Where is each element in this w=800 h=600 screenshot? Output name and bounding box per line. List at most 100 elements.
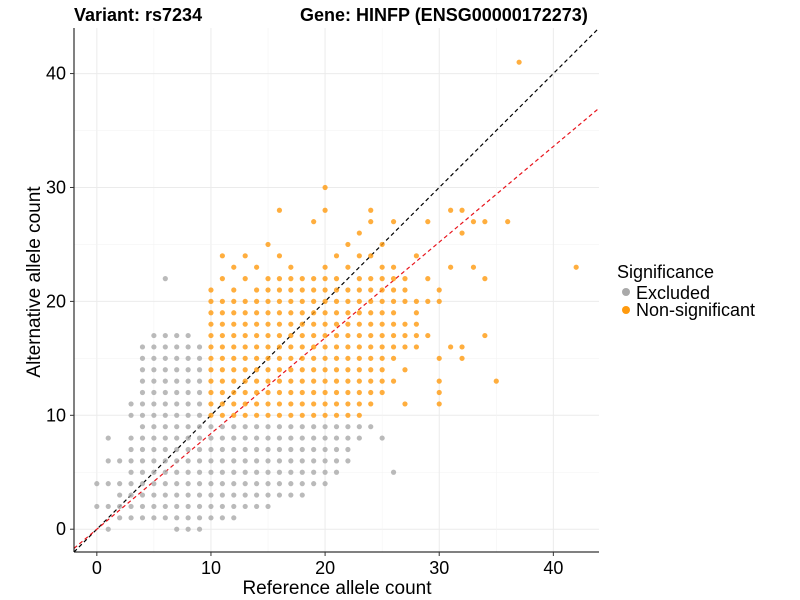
point-non-significant — [311, 367, 317, 373]
y-tick-label: 0 — [56, 519, 66, 539]
point-non-significant — [413, 298, 419, 304]
point-non-significant — [242, 321, 248, 327]
point-excluded — [185, 435, 191, 441]
point-excluded — [265, 458, 271, 464]
point-excluded — [242, 503, 248, 510]
point-excluded — [276, 469, 283, 475]
point-excluded — [265, 503, 271, 510]
point-non-significant — [242, 367, 248, 373]
point-non-significant — [345, 264, 351, 270]
point-non-significant — [379, 389, 385, 396]
point-non-significant — [390, 321, 397, 327]
point-non-significant — [379, 241, 385, 248]
point-non-significant — [516, 59, 522, 65]
point-excluded — [196, 367, 203, 373]
point-excluded — [128, 469, 134, 475]
point-non-significant — [345, 401, 351, 407]
point-non-significant — [379, 344, 385, 350]
point-non-significant — [208, 321, 214, 327]
point-excluded — [219, 446, 225, 453]
point-non-significant — [356, 253, 362, 259]
point-non-significant — [322, 401, 328, 407]
point-non-significant — [379, 298, 385, 304]
point-non-significant — [219, 253, 225, 259]
point-non-significant — [368, 355, 374, 361]
point-excluded — [288, 458, 294, 464]
point-excluded — [231, 458, 237, 464]
point-non-significant — [254, 321, 260, 327]
point-excluded — [185, 469, 191, 475]
point-excluded — [333, 446, 340, 453]
point-excluded — [254, 424, 260, 430]
point-non-significant — [322, 344, 328, 350]
point-non-significant — [219, 412, 225, 418]
point-excluded — [322, 458, 328, 464]
point-non-significant — [265, 241, 271, 248]
point-non-significant — [402, 298, 408, 304]
point-excluded — [333, 469, 340, 475]
point-non-significant — [368, 367, 374, 373]
point-excluded — [299, 435, 305, 441]
point-non-significant — [368, 389, 374, 396]
point-excluded — [185, 344, 191, 350]
point-excluded — [174, 389, 180, 396]
point-non-significant — [231, 264, 237, 270]
point-non-significant — [288, 367, 294, 373]
point-non-significant — [288, 332, 294, 339]
point-non-significant — [356, 310, 362, 316]
point-excluded — [196, 344, 203, 350]
point-non-significant — [299, 310, 305, 316]
point-non-significant — [368, 207, 374, 213]
point-excluded — [139, 435, 146, 441]
point-non-significant — [333, 321, 340, 327]
point-non-significant — [254, 298, 260, 304]
point-non-significant — [333, 332, 340, 339]
point-excluded — [162, 515, 168, 521]
point-excluded — [299, 481, 305, 487]
point-non-significant — [265, 378, 271, 384]
point-excluded — [299, 492, 305, 498]
point-non-significant — [276, 321, 283, 327]
point-excluded — [139, 401, 146, 407]
point-non-significant — [345, 241, 351, 248]
point-non-significant — [299, 378, 305, 384]
point-non-significant — [368, 287, 374, 293]
point-non-significant — [219, 310, 225, 316]
point-non-significant — [390, 355, 397, 361]
point-non-significant — [322, 184, 328, 191]
point-non-significant — [231, 344, 237, 350]
point-non-significant — [345, 332, 351, 339]
point-excluded — [151, 401, 157, 407]
point-non-significant — [482, 219, 488, 225]
point-excluded — [151, 424, 157, 430]
point-excluded — [162, 435, 168, 441]
point-excluded — [162, 458, 168, 464]
point-non-significant — [208, 401, 214, 407]
point-excluded — [242, 446, 248, 453]
legend-excluded-swatch — [622, 288, 630, 296]
point-excluded — [185, 412, 191, 418]
point-non-significant — [356, 367, 362, 373]
point-excluded — [162, 492, 168, 498]
point-non-significant — [333, 378, 340, 384]
point-excluded — [345, 424, 351, 430]
point-excluded — [311, 424, 317, 430]
x-axis-title: Reference allele count — [242, 578, 432, 599]
point-non-significant — [493, 378, 499, 384]
point-non-significant — [333, 253, 340, 259]
point-excluded — [185, 492, 191, 498]
point-non-significant — [219, 355, 225, 361]
point-non-significant — [322, 298, 328, 304]
point-excluded — [162, 332, 168, 339]
point-excluded — [276, 492, 283, 498]
point-non-significant — [288, 355, 294, 361]
point-non-significant — [459, 207, 465, 213]
point-excluded — [322, 435, 328, 441]
point-excluded — [174, 424, 180, 430]
point-non-significant — [311, 298, 317, 304]
point-non-significant — [333, 412, 340, 418]
point-non-significant — [265, 367, 271, 373]
point-non-significant — [356, 378, 362, 384]
point-excluded — [390, 469, 397, 475]
point-non-significant — [299, 298, 305, 304]
